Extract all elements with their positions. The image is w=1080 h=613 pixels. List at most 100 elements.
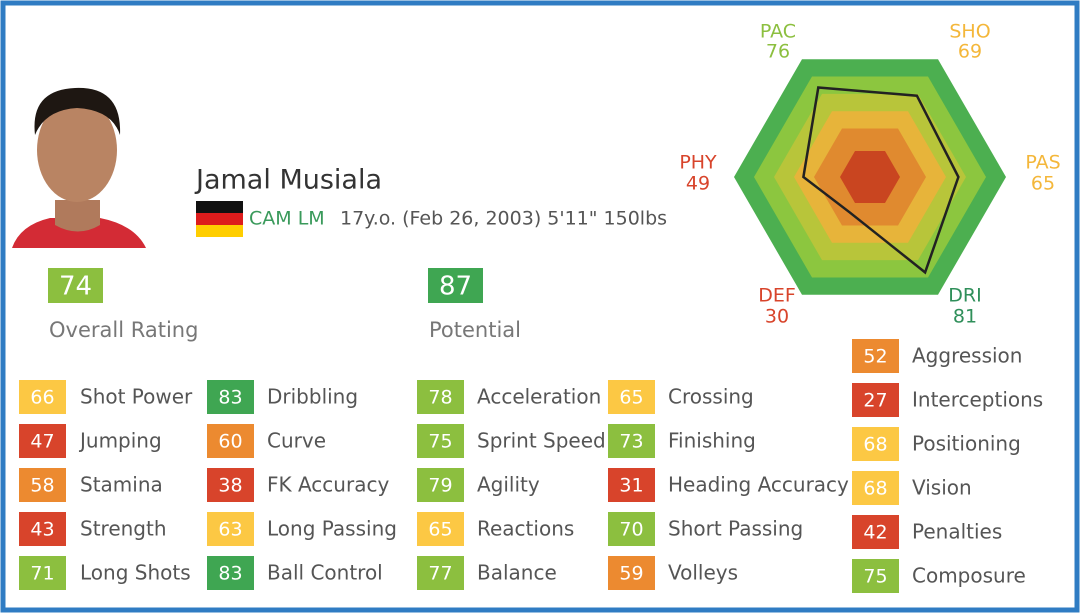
attribute-value: 43 [30,519,54,541]
potential-label: Potential [429,318,521,342]
attribute-box [207,468,254,502]
attribute-value: 27 [863,390,887,412]
attribute-label: Volleys [668,561,738,585]
attribute-value: 70 [619,519,643,541]
attribute-label: Penalties [912,520,1002,544]
player-details: 17y.o. (Feb 26, 2003) 5'11" 150lbs [340,208,667,230]
attribute-label: Interceptions [912,388,1043,412]
attribute-box [852,383,899,417]
player-name: Jamal Musiala [194,165,382,196]
overall-label: Overall Rating [49,318,198,342]
attribute-box [417,556,464,590]
attribute-box [852,427,899,461]
attribute-label: FK Accuracy [267,473,389,497]
radar-value: 76 [766,41,790,63]
attribute-value: 75 [863,566,887,588]
attribute-label: Sprint Speed [477,429,606,453]
attribute-value: 59 [619,563,643,585]
player-photo [12,87,146,248]
attribute-label: Crossing [668,385,754,409]
positions: CAM LM [249,208,325,230]
attribute-box [417,380,464,414]
attribute-box [852,339,899,373]
radar-value: 69 [958,41,982,63]
attribute-label: Balance [477,561,557,585]
radar-band [840,151,900,203]
attribute-label: Aggression [912,344,1022,368]
attribute-value: 78 [428,387,452,409]
radar-value: 65 [1031,173,1055,195]
overall-value: 74 [59,272,92,302]
radar-value: 49 [686,173,710,195]
attribute-box [852,471,899,505]
attribute-box [608,380,655,414]
attribute-box [207,424,254,458]
attribute-label: Curve [267,429,326,453]
attribute-label: Dribbling [267,385,358,409]
overall-box [48,268,103,303]
attribute-label: Reactions [477,517,574,541]
attribute-value: 42 [863,522,887,544]
attribute-box [207,380,254,414]
potential-value: 87 [439,272,472,302]
attribute-box [608,512,655,546]
attribute-box [417,468,464,502]
attribute-value: 65 [428,519,452,541]
attribute-value: 52 [863,346,887,368]
attribute-label: Acceleration [477,385,601,409]
potential-box [428,268,483,303]
radar-label: SHO [949,21,990,43]
attribute-box [608,556,655,590]
radar-value: 30 [765,306,789,328]
attribute-label: Positioning [912,432,1021,456]
attribute-label: Strength [80,517,167,541]
attribute-value: 38 [218,475,242,497]
attribute-label: Shot Power [80,385,193,409]
attribute-label: Composure [912,564,1026,588]
attribute-value: 77 [428,563,452,585]
attribute-value: 31 [619,475,643,497]
attribute-box [608,468,655,502]
attribute-box [19,556,66,590]
attribute-box [417,512,464,546]
attribute-value: 75 [428,431,452,453]
attribute-label: Long Passing [267,517,397,541]
attribute-box [19,468,66,502]
attribute-value: 71 [30,563,54,585]
attribute-label: Heading Accuracy [668,473,849,497]
attribute-label: Stamina [80,473,163,497]
radar-label: DEF [758,285,796,307]
attribute-label: Short Passing [668,517,803,541]
attribute-box [207,556,254,590]
attribute-box [207,512,254,546]
attribute-box [19,424,66,458]
radar-label: DRI [948,285,981,307]
radar-value: 81 [953,306,977,328]
attribute-box [852,515,899,549]
attribute-value: 83 [218,387,242,409]
attribute-value: 65 [619,387,643,409]
radar-label: PAC [760,21,796,43]
attribute-value: 60 [218,431,242,453]
attribute-value: 68 [863,434,887,456]
radar-label: PHY [679,152,717,174]
attribute-value: 68 [863,478,887,500]
attribute-label: Jumping [78,429,162,453]
attribute-value: 73 [619,431,643,453]
radar-shape [802,86,960,275]
attribute-box [852,559,899,593]
attribute-label: Finishing [668,429,756,453]
attribute-box [417,424,464,458]
attribute-label: Ball Control [267,561,383,585]
attribute-value: 63 [218,519,242,541]
attribute-label: Agility [477,473,540,497]
attribute-value: 83 [218,563,242,585]
attribute-value: 79 [428,475,452,497]
attribute-label: Long Shots [80,561,191,585]
attribute-value: 47 [30,431,54,453]
attribute-value: 58 [30,475,54,497]
attribute-box [19,380,66,414]
radar-label: PAS [1025,152,1060,174]
attribute-label: Vision [912,476,972,500]
